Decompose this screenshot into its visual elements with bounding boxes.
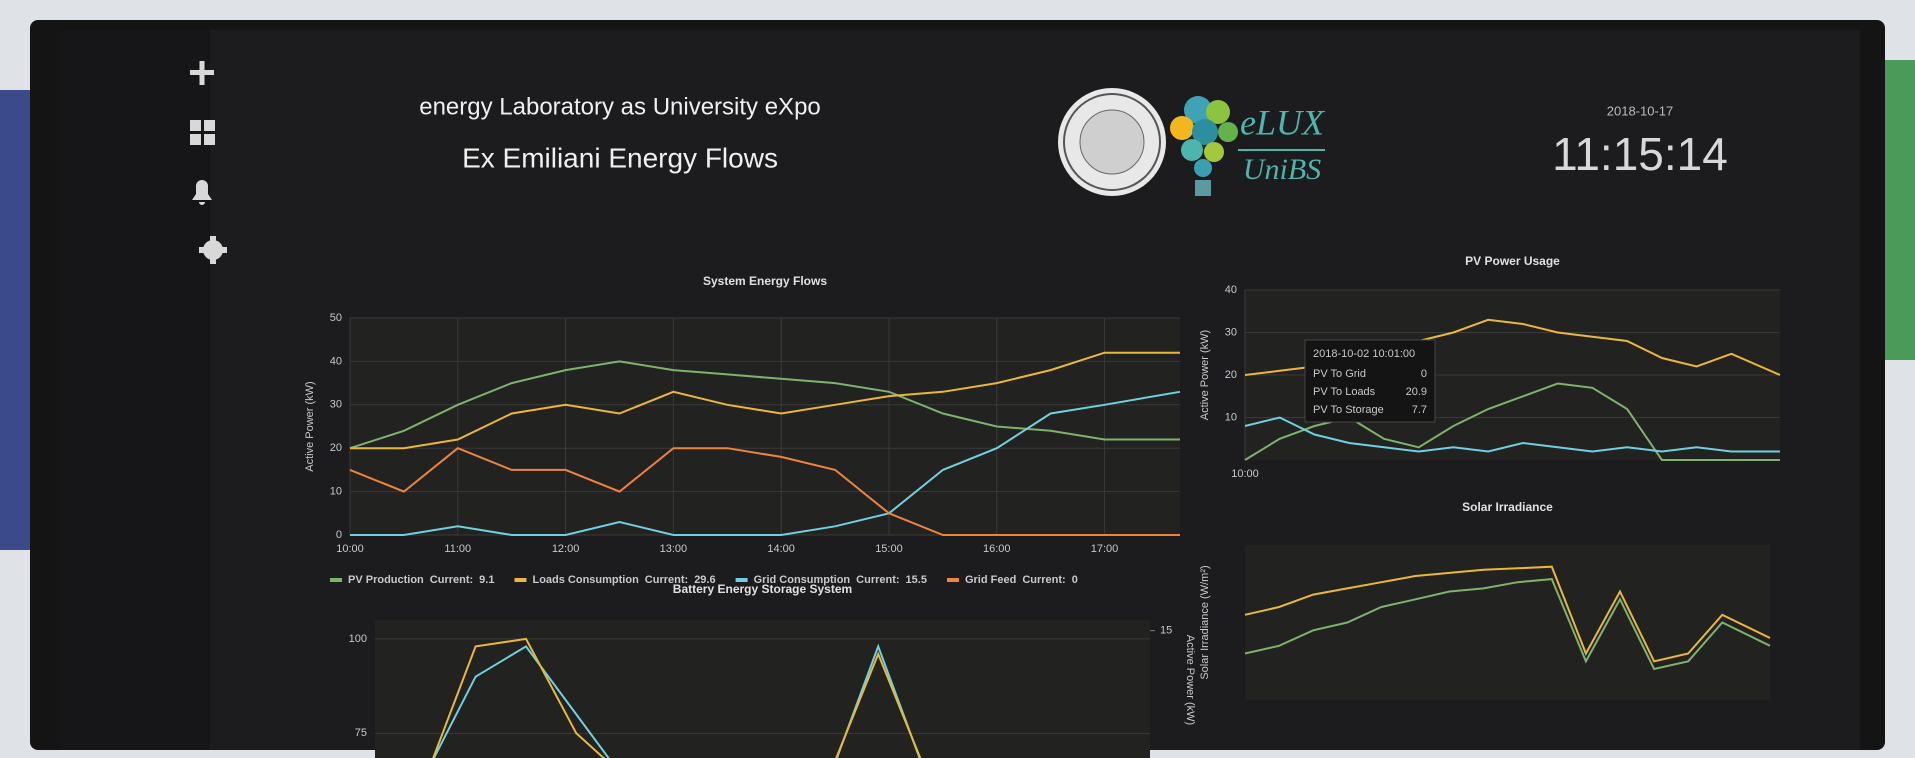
legend-label: PV Production Current: 9.1 (348, 574, 494, 586)
panel-title: Solar Irradiance (1462, 500, 1553, 514)
legend-swatch (946, 578, 959, 582)
legend-name: Loads Consumption (532, 574, 639, 586)
y-tick-label: 100 (349, 633, 367, 645)
x-tick-label: 16:00 (983, 543, 1011, 555)
settings-icon[interactable] (199, 236, 227, 264)
series-line (1244, 565, 1771, 663)
series-line (350, 351, 1180, 450)
tooltip-row-name: PV To Loads (1313, 386, 1376, 398)
y2-tick-label: 15 (1160, 625, 1172, 637)
series-line (432, 643, 921, 758)
legend-prefix: Current: (1022, 574, 1065, 586)
x-tick-label: 10:00 (1231, 468, 1259, 480)
legend-label: Loads Consumption Current: 29.6 (532, 574, 715, 586)
y-tick-label: 0 (336, 529, 342, 541)
x-tick-label: 17:00 (1091, 543, 1119, 555)
x-tick-label: 11:00 (444, 543, 471, 555)
legend-name: Grid Consumption (754, 574, 851, 586)
clock-date: 2018-10-17 (1607, 103, 1674, 118)
legend-value: 9.1 (479, 574, 494, 586)
plus-icon[interactable] (199, 61, 205, 85)
dashboard-subtitle: Ex Emiliani Energy Flows (462, 142, 778, 173)
y-tick-label: 40 (1225, 284, 1237, 296)
tooltip-row-name: PV To Storage (1313, 404, 1384, 416)
x-tick-label: 12:00 (552, 543, 580, 555)
series-line (1244, 416, 1780, 453)
tooltip-time: 2018-10-02 10:01:00 (1313, 348, 1415, 360)
y-axis-label: Active Power (kW) (1199, 330, 1211, 420)
panel: Battery Energy Storage System 75 100 15 Acti… (349, 582, 1196, 758)
tooltip-row-name: PV To Grid (1313, 368, 1366, 380)
plot-area (1245, 545, 1770, 700)
legend-value: 0 (1072, 574, 1078, 586)
y-tick-label: 20 (330, 442, 342, 454)
y-tick-label: 50 (330, 312, 342, 324)
y-tick-label: 20 (1225, 369, 1237, 381)
series-line (350, 390, 1181, 536)
legend-name: Grid Feed (965, 574, 1016, 586)
tooltip-row-value: 20.9 (1406, 386, 1427, 398)
y-axis-label: Solar Irradiance (W/m²) (1199, 565, 1211, 679)
university-seal (1058, 88, 1166, 196)
y-tick-label: 10 (1225, 411, 1237, 423)
panel-title: PV Power Usage (1465, 254, 1560, 268)
panel: PV Power Usage 10 20 30 40 10:00 Active Power … (1199, 254, 1781, 480)
legend-value: 15.5 (906, 574, 927, 586)
logo-text: UniBS (1243, 153, 1321, 186)
series-line (432, 637, 922, 758)
legend-swatch (514, 578, 527, 582)
legend-swatch (735, 578, 748, 582)
y-axis-label: Active Power (kW) (304, 381, 316, 471)
plot-area (350, 318, 1180, 535)
tooltip-row-value: 0 (1421, 368, 1427, 380)
y2-axis-label: Active Power (kW) (1184, 635, 1196, 725)
dashboard-title: energy Laboratory as University eXpo (419, 93, 821, 120)
panel-title: System Energy Flows (703, 274, 827, 288)
logo-text: eLUX (1240, 102, 1326, 142)
x-tick-label: 15:00 (875, 543, 903, 555)
y-tick-label: 40 (330, 355, 342, 367)
legend-name: PV Production (348, 574, 424, 586)
bell-icon[interactable] (192, 180, 212, 205)
sidebar-icons (190, 61, 227, 264)
legend-label: Grid Consumption Current: 15.5 (754, 574, 927, 586)
legend-swatch (330, 578, 342, 582)
x-tick-label: 14:00 (767, 543, 795, 555)
tooltip-row-value: 7.7 (1412, 404, 1427, 416)
legend-value: 29.6 (694, 574, 715, 586)
x-tick-label: 10:00 (336, 543, 364, 555)
legend-prefix: Current: (856, 574, 899, 586)
y-tick-label: 75 (355, 727, 367, 739)
panel-title: Battery Energy Storage System (673, 582, 852, 596)
tooltip (1304, 339, 1436, 423)
panel: Solar Irradiance Solar Irradiance (W/m²) (1199, 500, 1771, 700)
clock-time: 11:15:14 (1552, 128, 1728, 180)
elux-logo-bulb (1170, 96, 1325, 196)
panel: System Energy Flows 0 10 20 30 40 50 10:00 11:00… (304, 274, 1181, 586)
x-tick-label: 13:00 (660, 543, 688, 555)
plot-area (375, 620, 1150, 758)
legend-prefix: Current: (645, 574, 688, 586)
sidebar (60, 30, 210, 750)
legend-prefix: Current: (430, 574, 473, 586)
series-line (1244, 578, 1771, 671)
series-line (349, 360, 1180, 450)
y-tick-label: 30 (1225, 326, 1237, 338)
series-line (349, 447, 1180, 536)
dashboards-icon[interactable] (190, 120, 215, 145)
legend-label: Grid Feed Current: 0 (965, 574, 1078, 586)
y-tick-label: 10 (330, 486, 342, 498)
y-tick-label: 30 (330, 399, 342, 411)
